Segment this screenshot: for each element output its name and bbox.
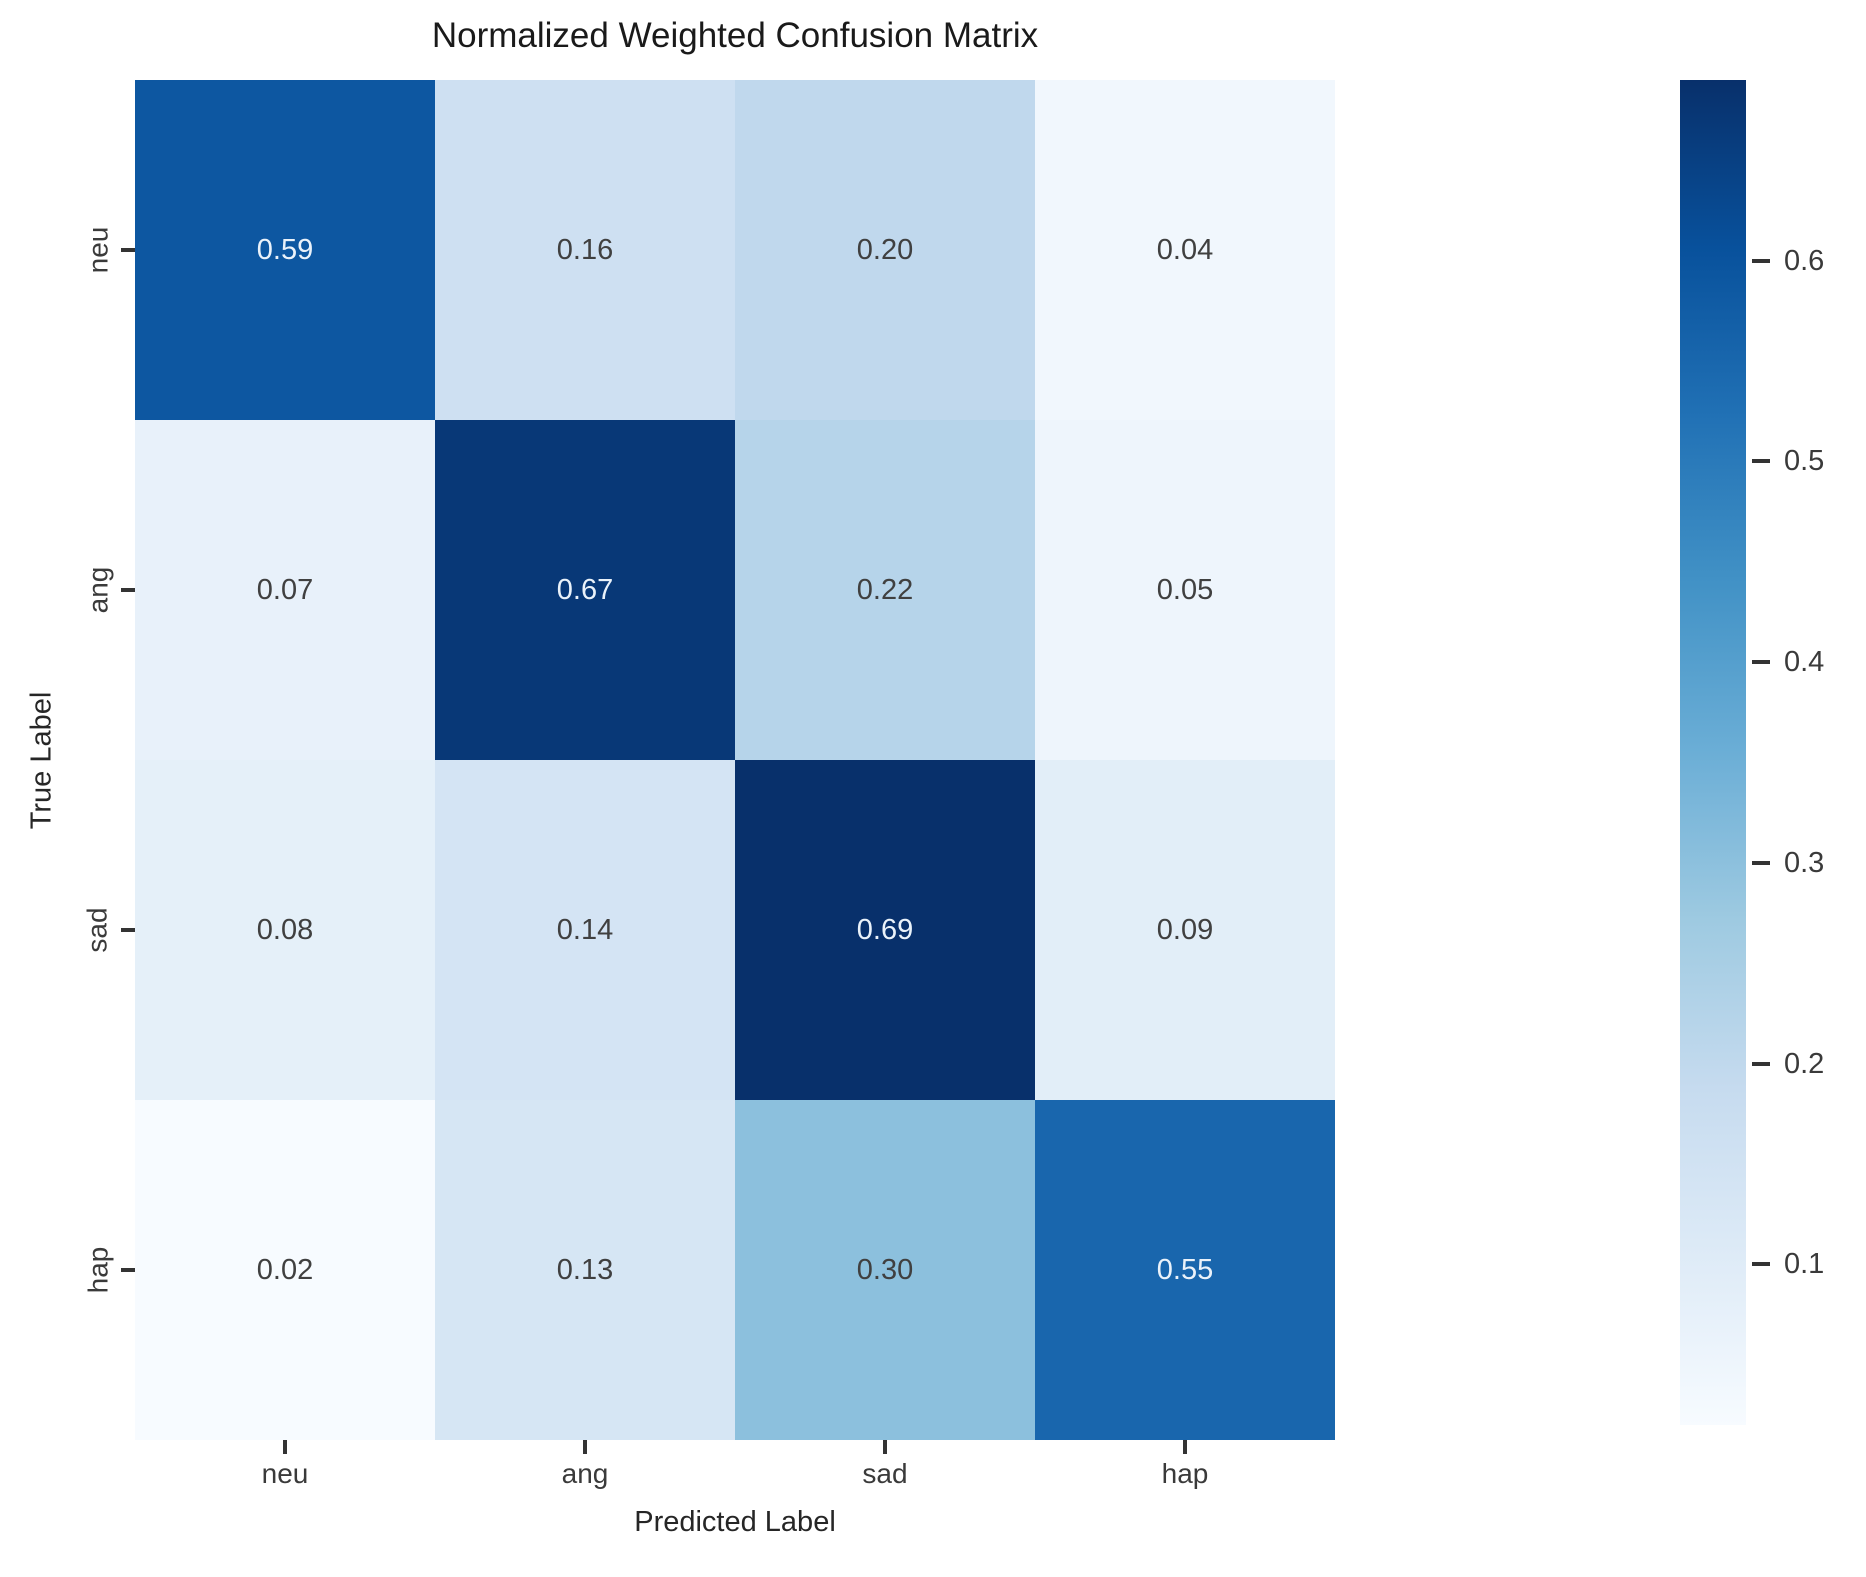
colorbar-gradient	[1680, 80, 1746, 1425]
heatmap-cell-sad-ang: 0.14	[435, 760, 735, 1100]
heatmap-cell-neu-ang: 0.16	[435, 80, 735, 420]
colorbar-tick-label: 0.3	[1784, 846, 1825, 879]
colorbar-tick-mark	[1752, 1262, 1770, 1267]
x-tick-mark	[1183, 1440, 1187, 1454]
x-tick-label-sad: sad	[862, 1458, 908, 1489]
x-tick-label-ang: ang	[561, 1458, 609, 1489]
colorbar-tick-mark	[1752, 258, 1770, 263]
heatmap-cell-ang-ang: 0.67	[435, 420, 735, 760]
heatmap-cell-sad-sad: 0.69	[735, 760, 1035, 1100]
x-tick-mark	[583, 1440, 587, 1454]
y-axis-label: True Label	[25, 691, 58, 829]
colorbar-tick-label: 0.6	[1784, 244, 1825, 277]
heatmap-cell-hap-sad: 0.30	[735, 1100, 1035, 1440]
x-tick-mark	[883, 1440, 887, 1454]
colorbar-area: 0.6 0.5 0.4 0.3 0.2 0.1	[1680, 80, 1866, 1425]
colorbar-tick-mark	[1752, 459, 1770, 464]
colorbar-tick-label: 0.4	[1784, 646, 1825, 679]
colorbar-tick-mark	[1752, 660, 1770, 665]
colorbar-tick-mark	[1752, 1061, 1770, 1066]
chart-title: Normalized Weighted Confusion Matrix	[431, 16, 1039, 55]
y-tick-mark	[121, 248, 135, 252]
y-tick-label-neu: neu	[82, 226, 113, 274]
colorbar-tick-label: 0.1	[1784, 1248, 1825, 1281]
y-tick-label-hap: hap	[82, 1246, 113, 1294]
y-tick-label-ang: ang	[82, 566, 113, 614]
heatmap-grid: 0.59 0.16 0.20 0.04 0.07 0.67 0.22 0.05 0.08 0.14…	[135, 80, 1335, 1440]
x-axis-label: Predicted Label	[634, 1506, 836, 1538]
heatmap-cell-ang-neu: 0.07	[135, 420, 435, 760]
heatmap-cell-sad-neu: 0.08	[135, 760, 435, 1100]
heatmap-cell-neu-sad: 0.20	[735, 80, 1035, 420]
heatmap-cell-neu-neu: 0.59	[135, 80, 435, 420]
heatmap-cell-ang-hap: 0.05	[1035, 420, 1335, 760]
colorbar-tick-label: 0.5	[1784, 445, 1825, 478]
x-tick-mark	[283, 1440, 287, 1454]
y-tick-mark	[121, 588, 135, 592]
heatmap-cell-ang-sad: 0.22	[735, 420, 1035, 760]
x-tick-label-neu: neu	[261, 1458, 309, 1489]
y-tick-label-sad: sad	[82, 907, 113, 953]
heatmap-cell-hap-neu: 0.02	[135, 1100, 435, 1440]
heatmap-cell-hap-hap: 0.55	[1035, 1100, 1335, 1440]
colorbar-tick-label: 0.2	[1784, 1047, 1825, 1080]
colorbar-tick-mark	[1752, 860, 1770, 865]
x-tick-label-hap: hap	[1161, 1458, 1209, 1489]
heatmap-cell-neu-hap: 0.04	[1035, 80, 1335, 420]
y-tick-mark	[121, 928, 135, 932]
y-tick-mark	[121, 1268, 135, 1272]
heatmap-cell-hap-ang: 0.13	[435, 1100, 735, 1440]
heatmap-cell-sad-hap: 0.09	[1035, 760, 1335, 1100]
